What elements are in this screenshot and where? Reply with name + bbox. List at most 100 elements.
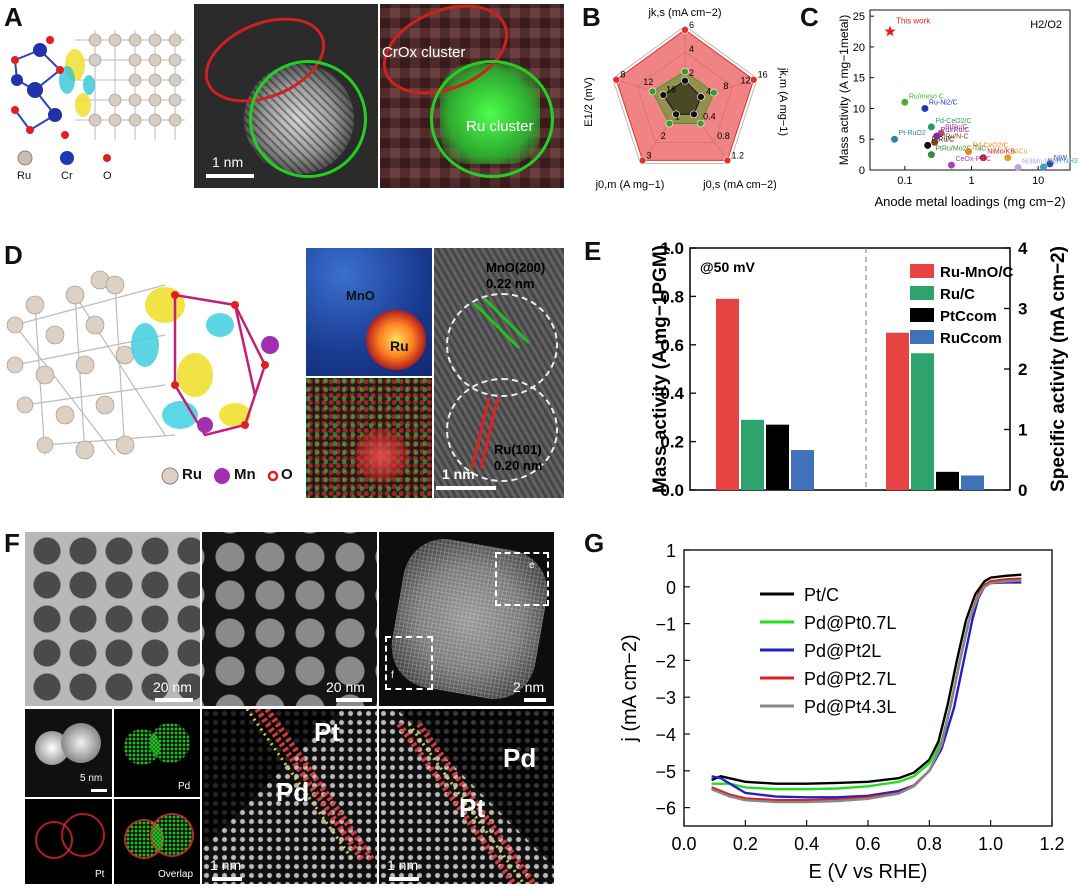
- bar-ptccom-1: [936, 471, 959, 490]
- bar-ylabel-left: Mass activity (A mg−1PGM): [650, 245, 671, 493]
- radar-point-red-1: [749, 75, 758, 84]
- radar-tick-bottom_left: 3: [647, 150, 652, 160]
- scatter-point-15: [1046, 160, 1054, 168]
- scatter-point-1: [901, 98, 909, 106]
- legend-o-dot: [103, 154, 111, 162]
- line-x-tick-label: 0.2: [733, 834, 758, 854]
- scatter-point-label-15: NiW: [1054, 155, 1068, 162]
- panel-f2-scale-bar: [336, 698, 372, 702]
- scatter-point-9: [927, 151, 935, 159]
- line-legend-label: Pd@Pt0.7L: [804, 613, 896, 633]
- bar-right-tick-label: 3: [1018, 300, 1027, 319]
- legend-mn-dot: [214, 468, 230, 484]
- line-series-0: [711, 573, 1022, 785]
- scatter-point-label-9: PtRu/Mo2C-TaC: [935, 146, 986, 153]
- scatter-y-tick-label: 25: [853, 11, 865, 23]
- scatter-y-tick-label: 20: [853, 42, 865, 54]
- panel-label-g: G: [584, 528, 605, 558]
- panel-f6-scale-bar: [389, 877, 419, 881]
- line-legend-label: Pd@Pt2.7L: [804, 669, 896, 689]
- radar-tick-bottom_right: 0.4: [703, 111, 716, 121]
- panel-a-scale-bar: [206, 174, 254, 178]
- panel-a-scale-label: 1 nm: [212, 154, 244, 170]
- line-ylabel: j (mA cm−2): [619, 634, 641, 742]
- scatter-point-7: [924, 141, 932, 149]
- panel-f1-scale-bar: [155, 698, 193, 702]
- roi-f-box: [385, 636, 433, 690]
- scatter-point-label-6: PtRu/N-C: [939, 133, 969, 140]
- line-y-tick-label: −1: [655, 615, 676, 635]
- legend-ru: Ru: [17, 170, 32, 182]
- scatter-point-5: [891, 135, 899, 143]
- scatter-point-3: [927, 123, 935, 131]
- scatter-xlabel: Anode metal loadings (mg cm−2): [874, 194, 1065, 209]
- radar-point-black-4: [659, 91, 668, 99]
- panel-d-hrtem-image: MnO(200) 0.22 nm Ru(101) 0.20 nm 1 nm: [434, 248, 564, 498]
- bar-ylabel-right: Specific activity (mA cm−2): [1048, 246, 1069, 492]
- plane-mno-spacing: 0.22 nm: [486, 276, 535, 291]
- line-x-tick-label: 0.6: [855, 834, 880, 854]
- panel-c-scatter-chart: 0 5 10 15 20 25 0.1 1 10 Anode metal loadings (mg…: [837, 9, 1078, 209]
- bar-legend-swatch: [910, 264, 934, 278]
- bar-ru-c-1: [911, 353, 934, 490]
- scatter-plot-frame: [869, 9, 1071, 171]
- bar-left-tick-label: 0.4: [660, 384, 684, 403]
- line-y-tick-label: −3: [655, 688, 676, 708]
- radar-tick-left: 12: [643, 77, 653, 87]
- legend-ru-dot: [17, 150, 33, 166]
- radar-tick-left: 8: [620, 70, 625, 80]
- line-y-tick-label: −6: [655, 799, 676, 819]
- scatter-point-10: [964, 148, 972, 156]
- radar-point-red-3: [638, 156, 647, 165]
- map-label-overlap: Overlap: [158, 869, 194, 880]
- panel-a-structure: [11, 30, 185, 140]
- line-xlabel: E (V vs RHE): [809, 861, 928, 883]
- bar-ru-c-0: [741, 419, 764, 490]
- radar-label-bottom-right: j0,s (mA cm−2): [702, 179, 777, 191]
- panel-a-haadf-image: 1 nm: [194, 4, 378, 188]
- plane-ru-spacing: 0.20 nm: [494, 458, 543, 473]
- line-x-tick-label: 1.2: [1039, 834, 1064, 854]
- panel-label-d: D: [4, 240, 23, 270]
- panel-label-c: C: [800, 2, 819, 32]
- radar-label-top: jk,s (mA cm−2): [647, 7, 721, 19]
- radar-point-black-1: [697, 93, 705, 101]
- scatter-point-label-16: Ni-H-NH3: [1047, 158, 1077, 165]
- panel-label-b: B: [582, 2, 601, 32]
- scatter-point-label-3: Pd-CeO2/C: [935, 118, 971, 125]
- radar-point-red-4: [612, 75, 621, 84]
- bar-ru-mno-c-0: [716, 298, 739, 490]
- scatter-y-tick-label: 10: [853, 103, 865, 115]
- map-label-pt: Pt: [95, 869, 105, 880]
- atom-label-pt-1: Pt: [314, 717, 340, 747]
- bar-left-tick-label: 0.2: [660, 433, 684, 452]
- bar-legend-label: RuCcom: [940, 330, 1002, 347]
- panel-f-haadf-overview: 20 nm: [202, 532, 377, 706]
- radar-tick-bottom_right: 1.2: [731, 150, 744, 160]
- scatter-point-11: [979, 154, 987, 162]
- radar-label-right: jk,m (A mg−1): [777, 67, 789, 136]
- panel-f-eds-pt: Pt: [25, 799, 112, 884]
- radar-point-green-0: [681, 67, 689, 76]
- radar-point-red-2: [723, 156, 732, 165]
- line-y-tick-label: −5: [655, 762, 676, 782]
- plane-mno-label: MnO(200): [486, 260, 546, 275]
- panel-f-atomic-e: Pt Pd 1 nm: [202, 709, 377, 884]
- line-legend-label: Pd@Pt4.3L: [804, 697, 896, 717]
- legend-mn: Mn: [234, 466, 256, 483]
- radar-label-left: E1/2 (mV): [583, 77, 595, 127]
- mno-plane-line-1: [472, 301, 521, 350]
- mno-label: MnO: [346, 288, 375, 303]
- bar-legend-label: Ru/C: [940, 286, 975, 303]
- panel-a-map-image: CrOx cluster Ru cluster: [380, 4, 564, 188]
- crox-cluster-label: CrOx cluster: [382, 44, 466, 61]
- radar-tick-right: 4: [706, 86, 711, 96]
- bar-ruccom-0: [791, 450, 814, 490]
- panel-d-composite-map: [306, 378, 432, 498]
- panel-f-eds-pd: Pd: [114, 709, 200, 797]
- radar-point-green-3: [665, 119, 674, 128]
- bar-legend-label: Ru-MnO/C: [940, 264, 1013, 281]
- radar-tick-left: 16: [666, 85, 676, 95]
- radar-point-black-2: [690, 110, 698, 119]
- line-y-tick-label: 1: [666, 541, 676, 561]
